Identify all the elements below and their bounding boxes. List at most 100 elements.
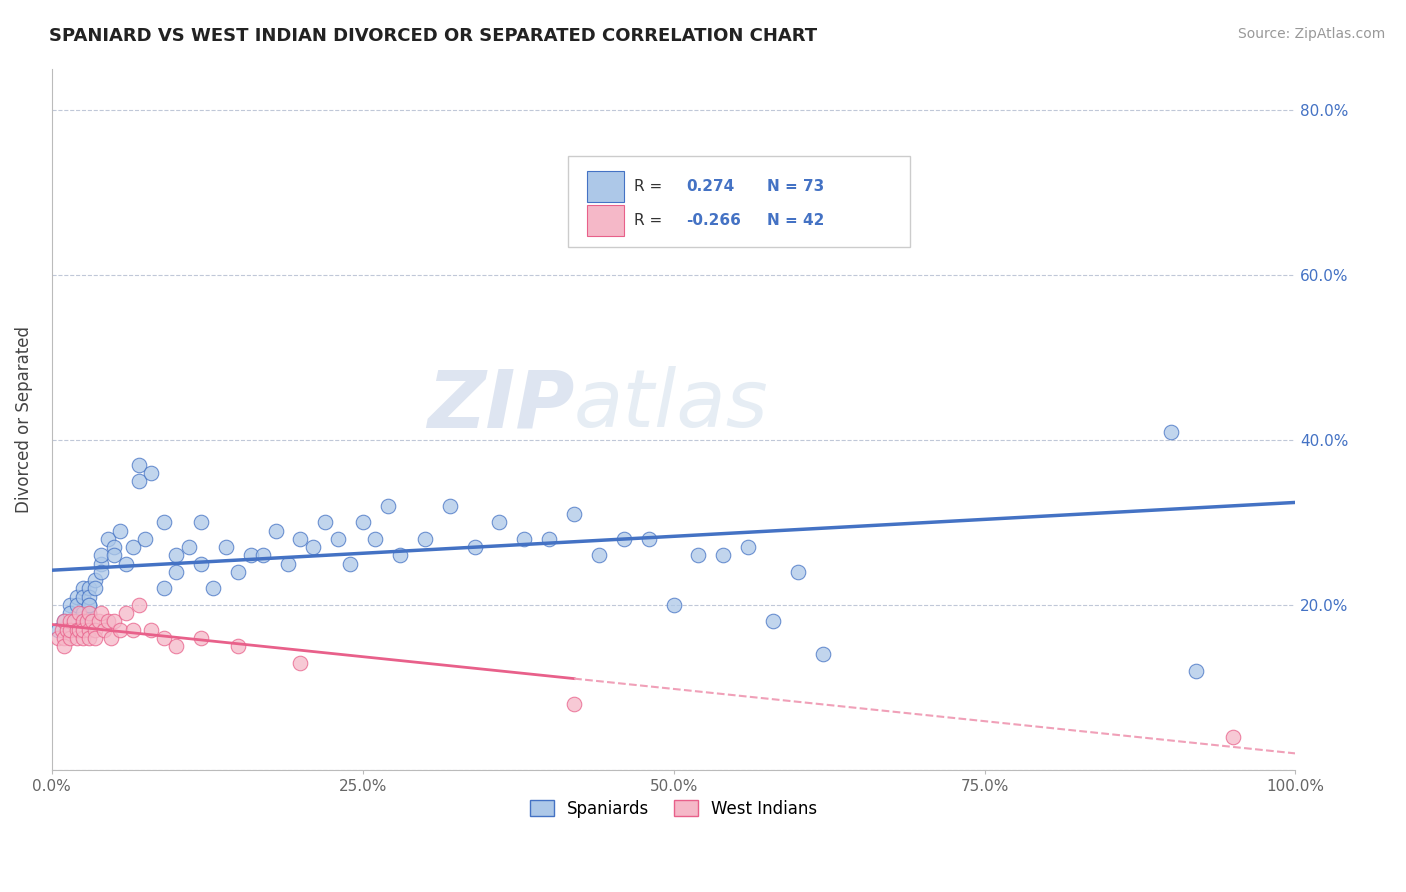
Point <box>77 606 100 620</box>
Point <box>190 516 212 530</box>
Point <box>53 615 76 629</box>
Point <box>413 532 436 546</box>
Point <box>77 598 100 612</box>
Point <box>77 598 100 612</box>
Point <box>65 615 87 629</box>
Point <box>76 615 98 629</box>
Point <box>100 631 122 645</box>
Point <box>1222 730 1244 744</box>
Point <box>59 598 82 612</box>
Point <box>152 631 174 645</box>
Point <box>84 631 107 645</box>
Point <box>97 532 120 546</box>
Point <box>165 639 187 653</box>
Point <box>141 623 163 637</box>
Point <box>103 549 125 563</box>
Point <box>538 532 561 546</box>
Point <box>226 639 249 653</box>
Point <box>134 532 156 546</box>
Point <box>264 524 287 538</box>
Point <box>59 623 82 637</box>
Point <box>103 615 125 629</box>
Point <box>326 532 349 546</box>
Point <box>128 458 150 472</box>
Point <box>488 516 510 530</box>
Point <box>165 565 187 579</box>
Point <box>59 631 82 645</box>
Point <box>562 697 585 711</box>
Point <box>46 631 69 645</box>
Point <box>811 648 834 662</box>
Point <box>72 631 94 645</box>
Point <box>90 565 112 579</box>
Text: ZIP: ZIP <box>427 367 574 444</box>
FancyBboxPatch shape <box>586 171 624 202</box>
Point <box>737 540 759 554</box>
Point <box>53 631 76 645</box>
Point <box>80 615 103 629</box>
Point <box>53 615 76 629</box>
Point <box>115 606 138 620</box>
Point <box>72 606 94 620</box>
Point <box>128 474 150 488</box>
Point <box>65 598 87 612</box>
Point <box>302 540 325 554</box>
Y-axis label: Divorced or Separated: Divorced or Separated <box>15 326 32 513</box>
Point <box>103 540 125 554</box>
Point <box>849 202 872 216</box>
Point <box>290 532 312 546</box>
Point <box>1185 664 1208 678</box>
Point <box>152 582 174 596</box>
Point <box>352 516 374 530</box>
Point <box>46 623 69 637</box>
Point <box>72 615 94 629</box>
Point <box>63 615 86 629</box>
Point <box>67 623 90 637</box>
Text: R =: R = <box>634 179 662 194</box>
Point <box>121 540 143 554</box>
Point <box>128 598 150 612</box>
Point <box>252 549 274 563</box>
Point <box>108 524 131 538</box>
Point <box>314 516 336 530</box>
Point <box>84 573 107 587</box>
Text: atlas: atlas <box>574 367 769 444</box>
Point <box>152 516 174 530</box>
Point <box>77 606 100 620</box>
Point <box>84 623 107 637</box>
Point <box>613 532 636 546</box>
Point <box>762 615 785 629</box>
Point <box>59 606 82 620</box>
Text: SPANIARD VS WEST INDIAN DIVORCED OR SEPARATED CORRELATION CHART: SPANIARD VS WEST INDIAN DIVORCED OR SEPA… <box>49 27 817 45</box>
Point <box>59 615 82 629</box>
Point <box>72 623 94 637</box>
Text: N = 73: N = 73 <box>766 179 824 194</box>
Point <box>77 582 100 596</box>
Point <box>55 623 77 637</box>
Point <box>90 549 112 563</box>
Point <box>90 606 112 620</box>
Point <box>588 549 610 563</box>
Text: Source: ZipAtlas.com: Source: ZipAtlas.com <box>1237 27 1385 41</box>
Point <box>115 557 138 571</box>
Point <box>65 590 87 604</box>
Point <box>77 590 100 604</box>
Point <box>239 549 262 563</box>
Point <box>688 549 710 563</box>
Point <box>290 656 312 670</box>
Point <box>562 507 585 521</box>
Point <box>277 557 299 571</box>
Point <box>388 549 411 563</box>
FancyBboxPatch shape <box>586 204 624 236</box>
Text: R =: R = <box>634 213 662 227</box>
Point <box>1160 425 1182 439</box>
Point <box>67 606 90 620</box>
Point <box>84 582 107 596</box>
Point <box>121 623 143 637</box>
Point <box>226 565 249 579</box>
Point <box>177 540 200 554</box>
Point <box>662 598 685 612</box>
Point <box>53 639 76 653</box>
Point <box>87 615 110 629</box>
Text: -0.266: -0.266 <box>686 213 741 227</box>
